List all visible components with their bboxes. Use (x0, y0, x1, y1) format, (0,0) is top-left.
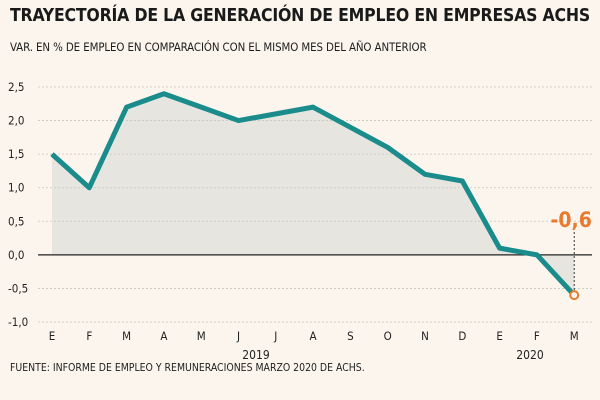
y-tick-label: 0,0 (8, 248, 24, 262)
chart-subtitle: VAR. EN % DE EMPLEO EN COMPARACIÓN CON E… (10, 40, 427, 54)
x-tick-label: E (496, 329, 503, 343)
x-tick-label: M (122, 329, 131, 343)
x-tick-label: N (421, 329, 429, 343)
x-tick-label: M (197, 329, 206, 343)
y-tick-label: 2,5 (8, 80, 24, 94)
series-line (50, 91, 577, 297)
source-note: FUENTE: INFORME DE EMPLEO Y REMUNERACION… (10, 362, 365, 374)
year-label: 2020 (516, 348, 544, 362)
year-label: 2019 (242, 348, 270, 362)
y-tick-label: 1,0 (8, 181, 24, 195)
x-tick-label: F (86, 329, 92, 343)
y-tick-label: 1,5 (8, 147, 24, 161)
y-tick-label: 2,0 (8, 114, 24, 128)
x-tick-label: F (534, 329, 540, 343)
x-tick-label: A (310, 329, 317, 343)
x-tick-label: M (570, 329, 579, 343)
x-tick-label: O (384, 329, 392, 343)
x-tick-label: A (160, 329, 167, 343)
annotation-marker (569, 290, 580, 301)
y-tick-label: 0,5 (8, 214, 24, 228)
chart-title: TRAYECTORÍA DE LA GENERACIÓN DE EMPLEO E… (10, 6, 590, 26)
x-tick-label: S (347, 329, 354, 343)
y-tick-label: -1,0 (8, 315, 28, 329)
x-tick-label: D (458, 329, 466, 343)
x-tick-label: J (273, 329, 277, 343)
x-tick-label: E (49, 329, 56, 343)
x-tick-label: J (236, 329, 240, 343)
y-tick-label: -0,5 (8, 281, 28, 295)
annotation-label: -0,6 (551, 208, 592, 232)
area-fill (52, 93, 575, 296)
